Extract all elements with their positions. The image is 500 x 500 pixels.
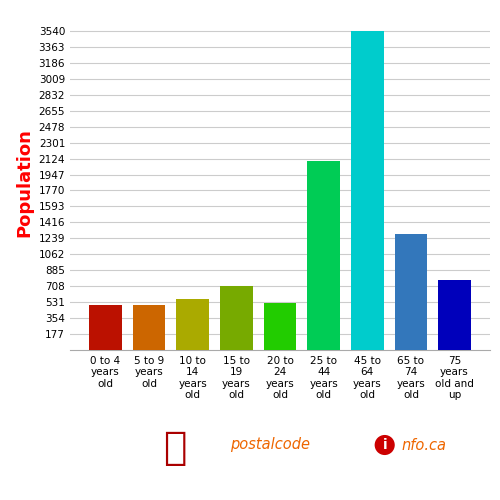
Y-axis label: Population: Population <box>15 128 33 237</box>
Bar <box>438 280 471 350</box>
Bar <box>394 234 428 350</box>
Text: i: i <box>382 438 387 452</box>
Bar <box>176 298 209 350</box>
Bar <box>264 303 296 350</box>
Text: postalcode: postalcode <box>230 438 310 452</box>
Bar <box>220 286 252 350</box>
Text: nfo.ca: nfo.ca <box>402 438 446 452</box>
Bar <box>308 160 340 350</box>
Bar <box>89 305 122 350</box>
Bar <box>132 305 166 350</box>
Text: 🍁: 🍁 <box>164 429 186 467</box>
Bar <box>351 31 384 350</box>
